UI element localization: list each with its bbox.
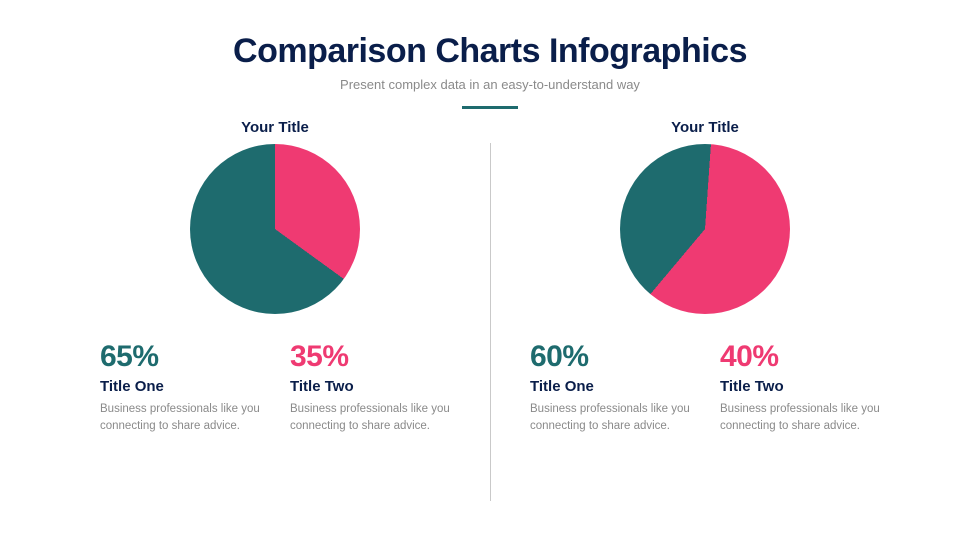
panel-title: Your Title	[241, 119, 309, 136]
stat-desc: Business professionals like you connecti…	[100, 401, 260, 434]
stat-desc: Business professionals like you connecti…	[720, 401, 880, 434]
stat-block: 35% Title Two Business professionals lik…	[290, 340, 450, 434]
vertical-separator	[490, 143, 491, 501]
stat-title: Title One	[100, 378, 260, 395]
panel-left: Your Title 65% Title One Business profes…	[60, 113, 490, 531]
page-subtitle: Present complex data in an easy-to-under…	[340, 77, 640, 92]
pie-icon	[620, 144, 790, 314]
stat-title: Title One	[530, 378, 690, 395]
pie-icon	[190, 144, 360, 314]
title-divider	[462, 106, 518, 109]
pie-chart-left	[190, 144, 360, 314]
panel-right: Your Title 60% Title One Business profes…	[490, 113, 920, 531]
stat-title: Title Two	[720, 378, 880, 395]
stat-percent: 65%	[100, 340, 260, 374]
charts-row: Your Title 65% Title One Business profes…	[60, 113, 920, 531]
stat-percent: 60%	[530, 340, 690, 374]
infographic-page: Comparison Charts Infographics Present c…	[0, 0, 980, 551]
stat-desc: Business professionals like you connecti…	[290, 401, 450, 434]
stats-row: 65% Title One Business professionals lik…	[90, 340, 460, 434]
stat-title: Title Two	[290, 378, 450, 395]
stat-percent: 35%	[290, 340, 450, 374]
stat-desc: Business professionals like you connecti…	[530, 401, 690, 434]
pie-chart-right	[620, 144, 790, 314]
stat-percent: 40%	[720, 340, 880, 374]
stat-block: 60% Title One Business professionals lik…	[530, 340, 690, 434]
stat-block: 40% Title Two Business professionals lik…	[720, 340, 880, 434]
stat-block: 65% Title One Business professionals lik…	[100, 340, 260, 434]
panel-title: Your Title	[671, 119, 739, 136]
stats-row: 60% Title One Business professionals lik…	[520, 340, 890, 434]
page-title: Comparison Charts Infographics	[233, 32, 747, 71]
